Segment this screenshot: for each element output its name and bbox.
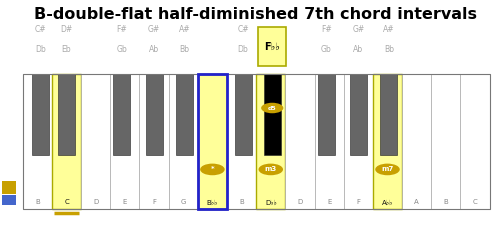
Text: Eb: Eb: [62, 45, 71, 54]
Text: D: D: [93, 200, 98, 205]
Text: B♭♭: B♭♭: [207, 200, 218, 205]
Bar: [81, 74, 110, 209]
Bar: [227, 74, 256, 209]
Text: G#: G#: [148, 25, 160, 34]
Text: C#: C#: [34, 25, 46, 34]
Text: B: B: [35, 200, 40, 205]
Bar: [235, 74, 251, 155]
Bar: [198, 74, 227, 209]
Bar: [402, 74, 431, 209]
Text: A♭♭: A♭♭: [382, 200, 393, 205]
Text: F: F: [356, 200, 360, 205]
Bar: [146, 74, 162, 155]
Text: B-double-flat half-diminished 7th chord intervals: B-double-flat half-diminished 7th chord …: [33, 7, 476, 22]
Text: A#: A#: [179, 25, 190, 34]
Bar: [23, 74, 52, 209]
Text: F♭♭: F♭♭: [264, 42, 280, 52]
Text: F#: F#: [321, 25, 332, 34]
Text: D: D: [297, 200, 303, 205]
Text: Ab: Ab: [149, 45, 159, 54]
Text: E: E: [327, 200, 331, 205]
Bar: [285, 74, 314, 209]
Circle shape: [258, 164, 283, 175]
Bar: [139, 74, 169, 209]
Circle shape: [261, 103, 283, 113]
Text: F#: F#: [117, 25, 127, 34]
Text: F: F: [152, 200, 156, 205]
Bar: [176, 74, 193, 155]
Text: G#: G#: [352, 25, 365, 34]
Text: Gb: Gb: [117, 45, 127, 54]
Text: m3: m3: [265, 166, 277, 172]
Text: C#: C#: [237, 25, 249, 34]
Text: B: B: [443, 200, 448, 205]
Text: A: A: [414, 200, 419, 205]
Bar: [58, 74, 75, 155]
Bar: [461, 74, 490, 209]
Text: Db: Db: [35, 45, 46, 54]
Text: G: G: [181, 200, 186, 205]
Text: d5: d5: [268, 106, 277, 110]
Text: *: *: [211, 166, 214, 172]
Circle shape: [200, 164, 225, 175]
Bar: [344, 74, 373, 209]
Bar: [264, 74, 281, 155]
Bar: [114, 74, 130, 155]
Circle shape: [375, 164, 400, 175]
Bar: [256, 74, 285, 209]
Text: basicmusictheory.com: basicmusictheory.com: [6, 68, 11, 134]
Text: D♭♭: D♭♭: [265, 200, 277, 205]
Text: B: B: [239, 200, 244, 205]
Bar: [169, 74, 198, 209]
Text: m7: m7: [381, 166, 394, 172]
Bar: [110, 74, 139, 209]
Bar: [350, 74, 367, 155]
Text: Db: Db: [238, 45, 248, 54]
Text: Ab: Ab: [353, 45, 364, 54]
Text: Bb: Bb: [384, 45, 394, 54]
Text: C: C: [64, 200, 69, 205]
Bar: [373, 74, 402, 209]
Text: C: C: [473, 200, 477, 205]
Bar: [198, 74, 227, 209]
Bar: [314, 74, 344, 209]
Bar: [23, 74, 490, 209]
Bar: [2, 195, 16, 205]
Text: E: E: [123, 200, 127, 205]
Text: Bb: Bb: [180, 45, 190, 54]
Text: Gb: Gb: [321, 45, 332, 54]
Bar: [431, 74, 461, 209]
Bar: [380, 74, 398, 155]
Text: A#: A#: [383, 25, 395, 34]
Bar: [2, 181, 16, 194]
Bar: [52, 74, 81, 209]
Bar: [318, 74, 335, 155]
Text: D#: D#: [61, 25, 73, 34]
Bar: [32, 74, 49, 155]
FancyBboxPatch shape: [258, 27, 286, 66]
